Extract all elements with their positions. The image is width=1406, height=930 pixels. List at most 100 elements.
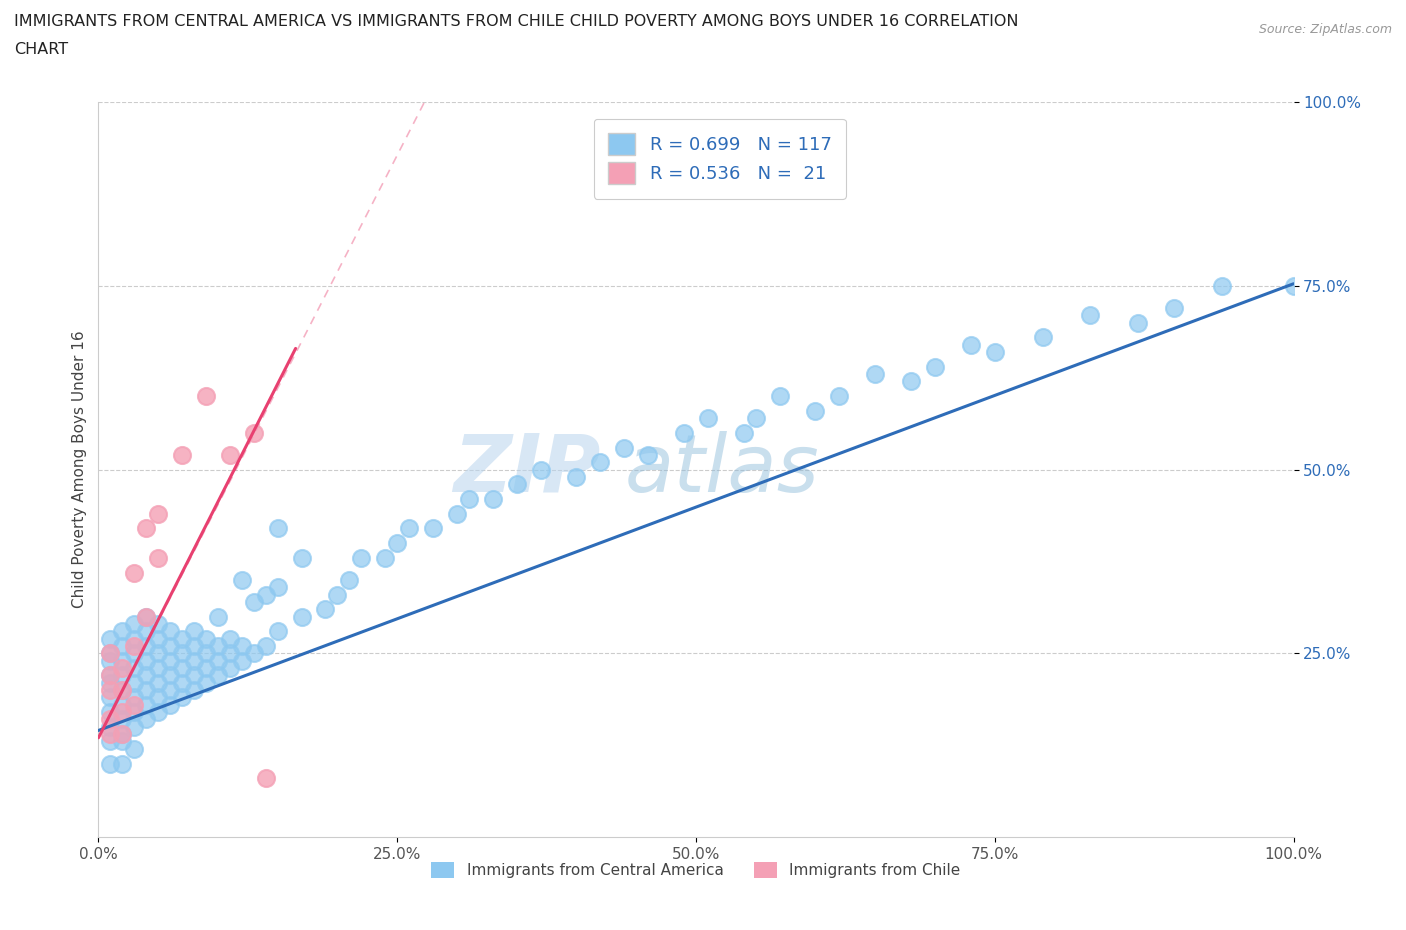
- Point: [865, 366, 887, 381]
- Point: [98, 668, 122, 683]
- Point: [254, 639, 277, 654]
- Point: [98, 756, 122, 771]
- Point: [243, 426, 266, 441]
- Point: [172, 631, 194, 646]
- Point: [172, 675, 194, 690]
- Point: [135, 639, 157, 654]
- Point: [124, 646, 146, 661]
- Point: [745, 411, 768, 426]
- Point: [135, 521, 157, 536]
- Point: [98, 653, 122, 668]
- Point: [385, 536, 409, 551]
- Point: [111, 683, 134, 698]
- Point: [291, 609, 314, 624]
- Point: [183, 683, 205, 698]
- Point: [124, 741, 146, 756]
- Point: [219, 660, 242, 675]
- Point: [339, 573, 361, 588]
- Point: [111, 683, 134, 698]
- Point: [135, 683, 157, 698]
- Point: [172, 646, 194, 661]
- Point: [111, 624, 134, 639]
- Point: [243, 594, 266, 609]
- Point: [98, 646, 122, 661]
- Point: [219, 646, 242, 661]
- Point: [124, 631, 146, 646]
- Point: [183, 624, 205, 639]
- Point: [159, 653, 181, 668]
- Point: [124, 720, 146, 735]
- Point: [135, 624, 157, 639]
- Point: [231, 639, 253, 654]
- Point: [159, 624, 181, 639]
- Point: [98, 734, 122, 749]
- Point: [589, 455, 612, 470]
- Text: Source: ZipAtlas.com: Source: ZipAtlas.com: [1258, 23, 1392, 36]
- Point: [148, 551, 170, 565]
- Legend: Immigrants from Central America, Immigrants from Chile: Immigrants from Central America, Immigra…: [426, 857, 966, 884]
- Point: [1282, 279, 1305, 294]
- Point: [135, 609, 157, 624]
- Point: [231, 653, 253, 668]
- Point: [768, 389, 790, 404]
- Point: [111, 698, 134, 712]
- Point: [148, 646, 170, 661]
- Point: [613, 440, 636, 455]
- Point: [1163, 300, 1185, 315]
- Point: [195, 675, 218, 690]
- Point: [124, 690, 146, 705]
- Point: [111, 668, 134, 683]
- Point: [111, 660, 134, 675]
- Point: [124, 639, 146, 654]
- Point: [124, 565, 146, 580]
- Text: IMMIGRANTS FROM CENTRAL AMERICA VS IMMIGRANTS FROM CHILE CHILD POVERTY AMONG BOY: IMMIGRANTS FROM CENTRAL AMERICA VS IMMIG…: [14, 14, 1018, 29]
- Point: [98, 712, 122, 727]
- Point: [135, 653, 157, 668]
- Point: [148, 506, 170, 521]
- Point: [135, 698, 157, 712]
- Point: [98, 675, 122, 690]
- Point: [458, 492, 481, 507]
- Point: [530, 462, 553, 477]
- Point: [111, 705, 134, 720]
- Point: [159, 683, 181, 698]
- Point: [183, 653, 205, 668]
- Point: [960, 338, 983, 352]
- Point: [195, 631, 218, 646]
- Point: [98, 631, 122, 646]
- Point: [243, 646, 266, 661]
- Point: [219, 631, 242, 646]
- Point: [267, 579, 290, 594]
- Point: [111, 726, 134, 741]
- Point: [111, 639, 134, 654]
- Point: [673, 426, 696, 441]
- Point: [374, 551, 396, 565]
- Point: [135, 712, 157, 727]
- Point: [98, 646, 122, 661]
- Point: [98, 705, 122, 720]
- Point: [124, 698, 146, 712]
- Point: [231, 573, 253, 588]
- Point: [254, 771, 277, 786]
- Point: [183, 668, 205, 683]
- Point: [984, 345, 1007, 360]
- Point: [481, 492, 505, 507]
- Point: [267, 624, 290, 639]
- Point: [148, 675, 170, 690]
- Point: [326, 587, 349, 602]
- Point: [267, 521, 290, 536]
- Point: [111, 653, 134, 668]
- Text: ZIP: ZIP: [453, 431, 600, 509]
- Point: [1032, 330, 1054, 345]
- Point: [254, 587, 277, 602]
- Point: [135, 668, 157, 683]
- Point: [111, 726, 134, 741]
- Point: [219, 447, 242, 462]
- Point: [195, 646, 218, 661]
- Point: [159, 639, 181, 654]
- Point: [172, 447, 194, 462]
- Point: [98, 720, 122, 735]
- Point: [207, 609, 229, 624]
- Point: [207, 668, 229, 683]
- Point: [506, 477, 529, 492]
